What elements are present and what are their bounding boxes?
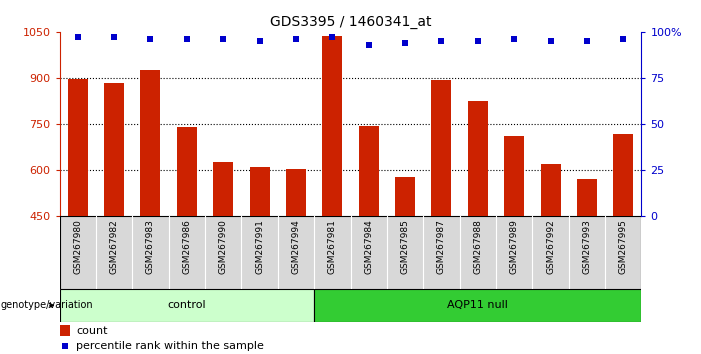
Text: GSM267987: GSM267987 [437,219,446,274]
Text: GSM267990: GSM267990 [219,219,228,274]
Point [618,36,629,42]
Bar [577,178,597,216]
Bar [60,289,314,322]
Point [436,38,447,44]
Point [290,36,301,42]
Text: GSM267981: GSM267981 [328,219,336,274]
Text: GSM267980: GSM267980 [74,219,82,274]
Bar [140,70,161,216]
Point [182,36,193,42]
Text: control: control [168,300,206,310]
Point [400,40,411,46]
Bar [104,84,124,216]
Text: count: count [76,326,107,336]
Point [327,35,338,40]
Text: GSM267994: GSM267994 [292,219,301,274]
Text: GSM267984: GSM267984 [365,219,373,274]
Bar [613,134,633,216]
Bar [213,162,233,216]
Bar [68,79,88,216]
Bar [504,136,524,216]
Text: GSM267985: GSM267985 [400,219,409,274]
Text: AQP11 null: AQP11 null [447,300,508,310]
Point [581,38,592,44]
Text: GSM267993: GSM267993 [583,219,592,274]
Bar [468,101,488,216]
Point [59,343,70,349]
Text: percentile rank within the sample: percentile rank within the sample [76,341,264,351]
Bar [359,126,379,216]
Point [254,38,265,44]
Point [363,42,374,47]
Text: GSM267982: GSM267982 [109,219,118,274]
Title: GDS3395 / 1460341_at: GDS3395 / 1460341_at [270,16,431,29]
Text: GSM267995: GSM267995 [619,219,627,274]
Point [545,38,556,44]
Bar [314,289,641,322]
Point [508,36,519,42]
Text: GSM267991: GSM267991 [255,219,264,274]
Bar [540,164,561,216]
Text: GSM267989: GSM267989 [510,219,519,274]
Bar [177,127,197,216]
Bar [395,177,415,216]
Bar [286,169,306,216]
Point [217,36,229,42]
Text: GSM267986: GSM267986 [182,219,191,274]
Bar [431,80,451,216]
Text: GSM267988: GSM267988 [473,219,482,274]
Bar [322,36,342,216]
Point [145,36,156,42]
Point [72,35,83,40]
Text: GSM267992: GSM267992 [546,219,555,274]
Bar [250,167,270,216]
Text: genotype/variation: genotype/variation [1,300,93,310]
Bar [60,325,70,336]
Text: GSM267983: GSM267983 [146,219,155,274]
Point [472,38,484,44]
Point [109,35,120,40]
